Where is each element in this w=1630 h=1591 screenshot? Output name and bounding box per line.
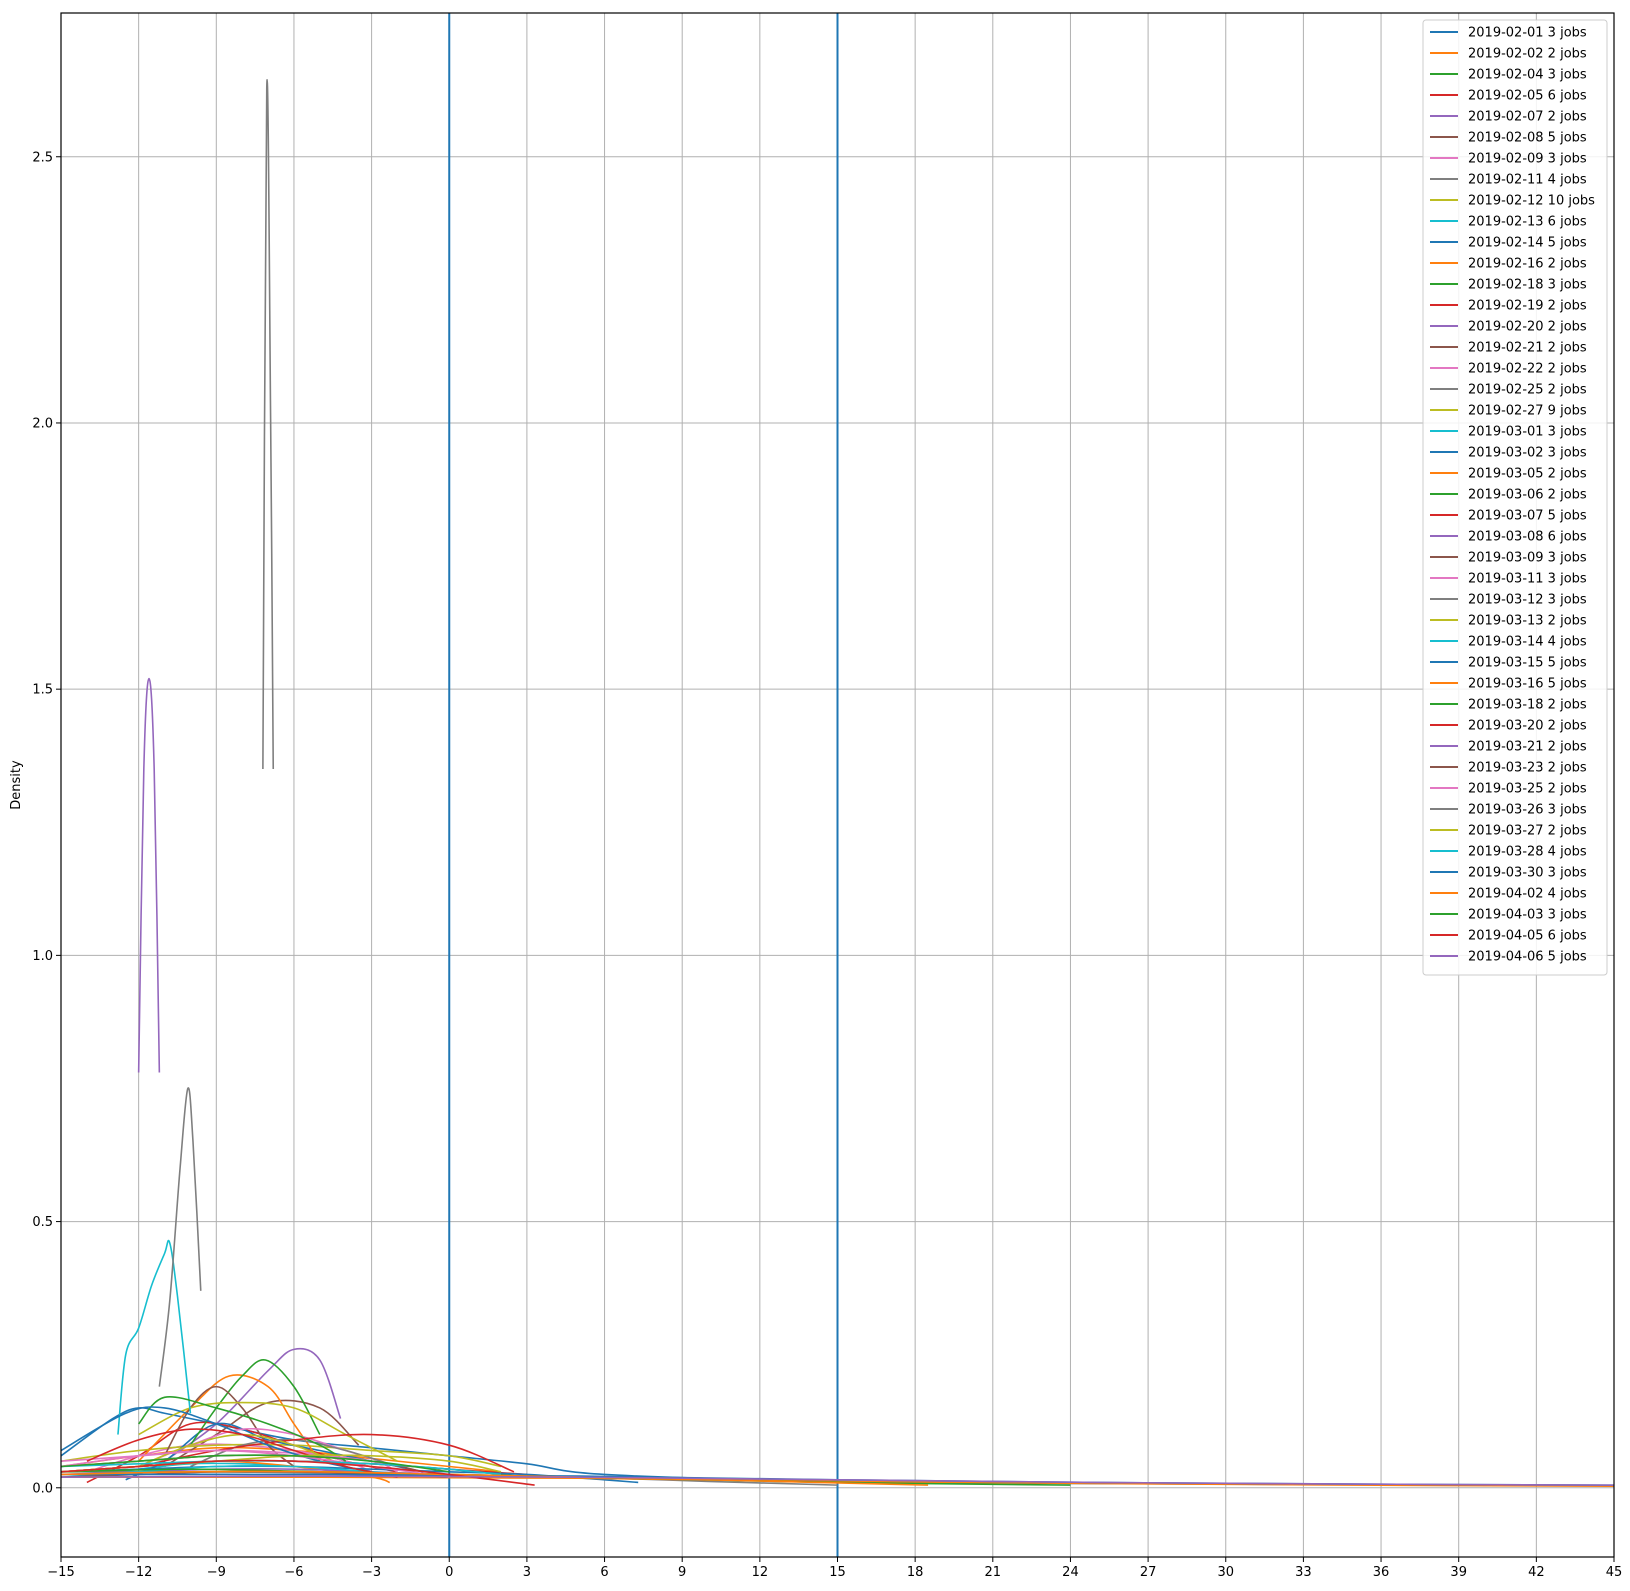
legend-entry-label: 2019-03-16 5 jobs [1468,677,1587,692]
x-tick-label: −15 [47,1565,74,1580]
x-tick-label: −6 [284,1565,303,1580]
legend-entry-label: 2019-02-13 6 jobs [1468,215,1587,230]
legend-entry-label: 2019-02-21 2 jobs [1468,341,1587,356]
x-tick-label: 30 [1217,1565,1234,1580]
reference-lines [448,13,839,1557]
x-tick-label: 45 [1606,1565,1623,1580]
x-tick-label: 12 [752,1565,769,1580]
legend-entry-label: 2019-03-27 2 jobs [1468,824,1587,839]
legend-entry-label: 2019-03-01 3 jobs [1468,425,1587,440]
series-line [158,1087,202,1387]
x-tick-label: 15 [829,1565,846,1580]
legend-entry-label: 2019-02-25 2 jobs [1468,383,1587,398]
x-tick-label: 18 [907,1565,924,1580]
x-tick-label: 42 [1528,1565,1545,1580]
series-line [189,1359,321,1446]
series-line [138,1401,398,1462]
legend-entry-label: 2019-03-20 2 jobs [1468,719,1587,734]
series-line [138,1374,321,1462]
x-tick-label: 24 [1062,1565,1079,1580]
legend-entry-label: 2019-03-02 3 jobs [1468,446,1587,461]
series-line [60,1454,450,1473]
legend-entry-label: 2019-03-26 3 jobs [1468,803,1587,818]
legend-entry-label: 2019-03-23 2 jobs [1468,761,1587,776]
legend-entry-label: 2019-02-02 2 jobs [1468,47,1587,62]
x-tick-label: 33 [1295,1565,1312,1580]
legend-entry-label: 2019-03-09 3 jobs [1468,551,1587,566]
x-tick-label: 39 [1450,1565,1467,1580]
legend-entry-label: 2019-03-14 4 jobs [1468,635,1587,650]
series-line [86,1428,398,1478]
legend-entry-label: 2019-02-04 3 jobs [1468,68,1587,83]
legend-entry-label: 2019-02-20 2 jobs [1468,320,1587,335]
y-tick-label: 0.5 [32,1215,53,1230]
legend-entry-label: 2019-03-07 5 jobs [1468,509,1587,524]
legend-entry-label: 2019-02-22 2 jobs [1468,362,1587,377]
series-line [60,1459,535,1486]
series-line [60,1475,1615,1486]
legend-entry-label: 2019-04-05 6 jobs [1468,929,1587,944]
x-tick-label: 9 [678,1565,686,1580]
legend-entry-label: 2019-03-12 3 jobs [1468,593,1587,608]
legend-entry-label: 2019-03-25 2 jobs [1468,782,1587,797]
x-tick-label: −3 [362,1565,381,1580]
series-layer [60,78,1615,1487]
series-line [138,1433,515,1473]
legend-entry-label: 2019-03-15 5 jobs [1468,656,1587,671]
legend-box [1422,19,1608,976]
legend-entry-label: 2019-04-06 5 jobs [1468,950,1587,965]
legend-entry-label: 2019-04-03 3 jobs [1468,908,1587,923]
legend-entry-label: 2019-04-02 4 jobs [1468,887,1587,902]
x-tick-label: 21 [985,1565,1002,1580]
x-tick-label: −12 [125,1565,152,1580]
x-tick-label: −9 [207,1565,226,1580]
series-line [164,1347,342,1462]
legend-entry-label: 2019-03-18 2 jobs [1468,698,1587,713]
legend-entry-label: 2019-02-12 10 jobs [1468,194,1595,209]
series-line [163,1385,295,1468]
x-tick-label: 0 [445,1565,453,1580]
legend-entry-label: 2019-02-09 3 jobs [1468,152,1587,167]
y-tick-label: 2.5 [32,150,53,165]
legend-entry-label: 2019-03-08 6 jobs [1468,530,1587,545]
legend: 2019-02-01 3 jobs 2019-02-02 2 jobs 2019-0… [1422,19,1608,976]
y-axis-label: Density [9,760,24,810]
y-tick-label: 1.5 [32,683,53,698]
legend-entry-label: 2019-03-21 2 jobs [1468,740,1587,755]
series-line [262,78,275,770]
legend-entry-label: 2019-03-28 4 jobs [1468,845,1587,860]
legend-entry-label: 2019-03-30 3 jobs [1468,866,1587,881]
x-tick-label: 6 [600,1565,608,1580]
legend-entry-label: 2019-02-11 4 jobs [1468,173,1587,188]
legend-entry-label: 2019-02-16 2 jobs [1468,257,1587,272]
legend-entry-label: 2019-03-05 2 jobs [1468,467,1587,482]
legend-entry-label: 2019-02-07 2 jobs [1468,110,1587,125]
y-tick-label: 2.0 [32,416,53,431]
legend-entry-label: 2019-02-27 9 jobs [1468,404,1587,419]
legend-entry-label: 2019-02-05 6 jobs [1468,89,1587,104]
series-line [117,1239,192,1435]
y-tick-label: 0.0 [32,1481,53,1496]
legend-entry-label: 2019-03-06 2 jobs [1468,488,1587,503]
legend-entry-label: 2019-02-01 3 jobs [1468,26,1587,41]
series-line [60,1476,1615,1487]
legend-entry-label: 2019-02-19 2 jobs [1468,299,1587,314]
x-tick-label: 36 [1373,1565,1390,1580]
x-tick-label: 27 [1140,1565,1157,1580]
legend-entry-label: 2019-02-18 3 jobs [1468,278,1587,293]
tick-layer: −15 −12 −9 −6 −3 0 3 6 9 12 15 18 21 24 27 30 33 36 39 42 45… [32,150,1622,1580]
x-tick-label: 3 [523,1565,531,1580]
series-line [137,677,161,1073]
legend-entry-label: 2019-03-13 2 jobs [1468,614,1587,629]
series-line [138,1395,347,1462]
legend-entry-label: 2019-03-11 3 jobs [1468,572,1587,587]
legend-entry-label: 2019-02-14 5 jobs [1468,236,1587,251]
legend-entry-label: 2019-02-08 5 jobs [1468,131,1587,146]
y-tick-label: 1.0 [32,949,53,964]
